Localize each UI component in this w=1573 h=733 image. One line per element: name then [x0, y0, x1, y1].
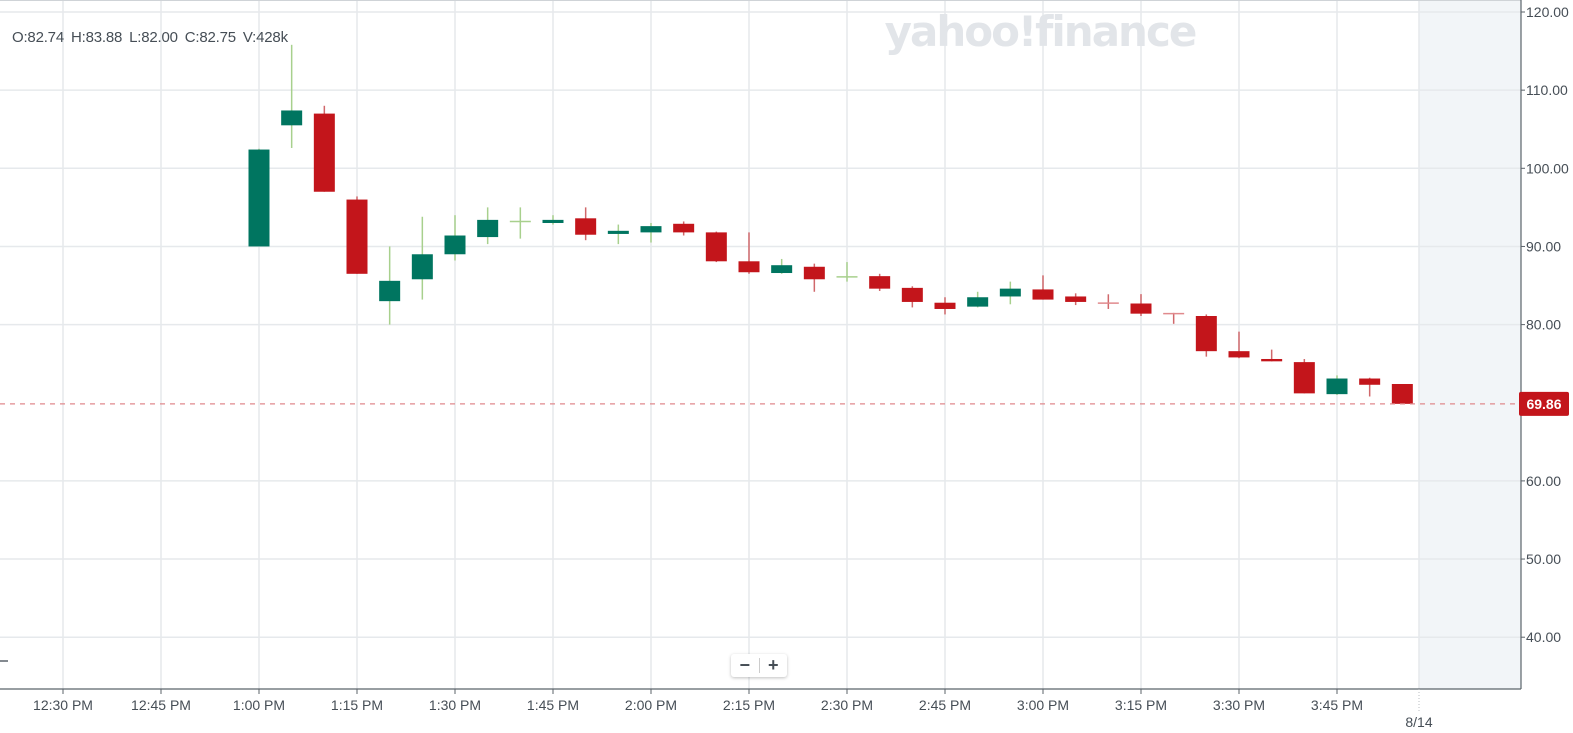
candle[interactable]	[869, 273, 891, 291]
svg-text:120.00: 120.00	[1526, 4, 1569, 20]
candle[interactable]	[1130, 294, 1152, 317]
candle[interactable]	[771, 258, 793, 274]
candle[interactable]	[281, 44, 303, 148]
zoom-out-button[interactable]: −	[739, 655, 750, 675]
candle[interactable]	[1195, 314, 1217, 357]
svg-text:2:00 PM: 2:00 PM	[625, 697, 677, 713]
candle[interactable]	[1065, 293, 1087, 306]
svg-text:1:00 PM: 1:00 PM	[233, 697, 285, 713]
candle[interactable]	[248, 148, 270, 247]
last-price-tag: 69.86	[1519, 391, 1569, 416]
svg-text:3:30 PM: 3:30 PM	[1213, 697, 1265, 713]
candle[interactable]	[999, 281, 1021, 305]
svg-text:80.00: 80.00	[1526, 317, 1561, 333]
svg-text:3:45 PM: 3:45 PM	[1311, 697, 1363, 713]
candle[interactable]	[673, 221, 695, 236]
svg-text:50.00: 50.00	[1526, 551, 1561, 567]
volume-value: V:428k	[242, 29, 288, 46]
open-value: O:82.74	[12, 29, 64, 46]
svg-text:2:15 PM: 2:15 PM	[723, 697, 775, 713]
low-value: L:82.00	[129, 29, 178, 46]
svg-text:110.00: 110.00	[1526, 82, 1568, 98]
y-axis: 120.00 110.00 100.00 90.00 80.00 60.00 50.00 40…	[1521, 4, 1569, 645]
svg-text:8/14: 8/14	[1405, 714, 1432, 730]
close-value: C:82.75	[184, 29, 236, 46]
candle[interactable]	[346, 196, 368, 274]
svg-text:90.00: 90.00	[1526, 238, 1561, 254]
candle[interactable]	[803, 263, 825, 292]
candles[interactable]	[248, 44, 1413, 404]
svg-text:1:45 PM: 1:45 PM	[527, 697, 579, 713]
svg-text:12:45 PM: 12:45 PM	[131, 697, 191, 713]
candle[interactable]	[705, 231, 727, 263]
candle[interactable]	[411, 216, 433, 300]
zoom-separator	[758, 658, 760, 673]
candle[interactable]	[1391, 383, 1413, 404]
candle[interactable]	[1097, 294, 1119, 309]
candle[interactable]	[1293, 358, 1315, 394]
svg-text:12:30 PM: 12:30 PM	[33, 697, 93, 713]
candle[interactable]	[901, 286, 923, 308]
svg-text:2:30 PM: 2:30 PM	[821, 697, 873, 713]
candle[interactable]	[1359, 377, 1381, 397]
yahoo-finance-watermark: yahoo!finance	[885, 7, 1198, 56]
candle[interactable]	[509, 207, 531, 239]
ohlc-readout: O:82.74 H:83.88 L:82.00 C:82.75 V:428k	[12, 29, 295, 46]
candle[interactable]	[1326, 375, 1348, 395]
candle[interactable]	[542, 215, 564, 225]
svg-text:69.86: 69.86	[1526, 396, 1561, 412]
svg-text:60.00: 60.00	[1526, 473, 1561, 489]
candle[interactable]	[444, 215, 466, 261]
svg-text:1:15 PM: 1:15 PM	[331, 697, 383, 713]
candle[interactable]	[1032, 275, 1054, 300]
svg-text:2:45 PM: 2:45 PM	[919, 697, 971, 713]
svg-text:1:30 PM: 1:30 PM	[429, 697, 481, 713]
candle[interactable]	[379, 246, 401, 325]
candle[interactable]	[836, 262, 858, 282]
zoom-controls: − +	[731, 654, 787, 677]
candle[interactable]	[575, 207, 597, 241]
candle[interactable]	[1163, 312, 1185, 324]
candle[interactable]	[934, 297, 956, 315]
candle[interactable]	[607, 224, 629, 245]
zoom-in-button[interactable]: +	[767, 655, 779, 675]
candle[interactable]	[640, 223, 662, 243]
svg-text:40.00: 40.00	[1526, 629, 1561, 645]
candle[interactable]	[967, 291, 989, 308]
candle[interactable]	[1228, 331, 1250, 359]
candle[interactable]	[1261, 349, 1283, 362]
svg-text:yahoo!finance: yahoo!finance	[885, 7, 1196, 56]
svg-text:100.00: 100.00	[1526, 160, 1569, 176]
future-band	[1419, 0, 1521, 689]
candle[interactable]	[477, 207, 499, 245]
svg-text:3:00 PM: 3:00 PM	[1017, 697, 1069, 713]
high-value: H:83.88	[70, 29, 123, 46]
x-axis: 12:30 PM 12:45 PM 1:00 PM 1:15 PM 1:30 PM 1:4…	[33, 689, 1433, 730]
grid-lines	[0, 0, 1521, 689]
candle[interactable]	[738, 232, 760, 274]
candle[interactable]	[313, 105, 335, 192]
svg-text:3:15 PM: 3:15 PM	[1115, 697, 1167, 713]
